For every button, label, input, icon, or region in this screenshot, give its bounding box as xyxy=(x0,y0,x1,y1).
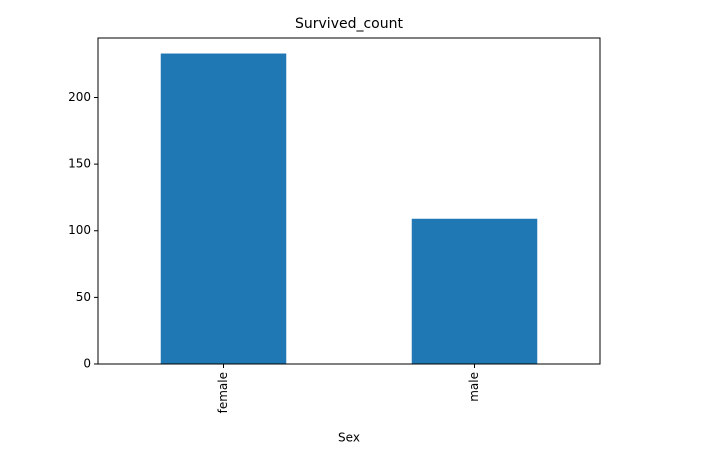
y-tick-label: 150 xyxy=(68,157,91,171)
plot-frame xyxy=(97,37,601,365)
y-tick-label: 0 xyxy=(83,357,91,371)
chart-title: Survived_count xyxy=(295,16,403,32)
y-tick-label: 50 xyxy=(76,290,91,304)
y-tick-label: 200 xyxy=(68,90,91,104)
x-tick-label: female xyxy=(216,372,230,413)
bar xyxy=(411,218,538,364)
bar xyxy=(160,53,287,365)
x-tick-label: male xyxy=(467,372,481,402)
y-tick-label: 100 xyxy=(68,223,91,237)
x-axis-label: Sex xyxy=(338,431,360,445)
